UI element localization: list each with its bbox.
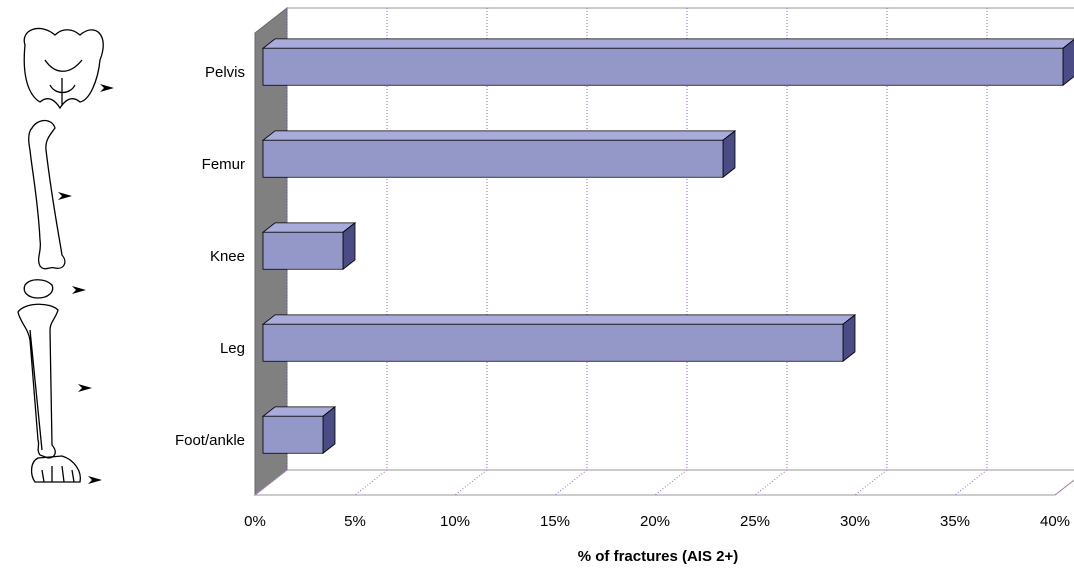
floor-grid-line <box>754 469 788 496</box>
y-tick-label: Foot/ankle <box>175 432 245 449</box>
floor-grid-line <box>1054 479 1074 496</box>
floor <box>253 469 1074 496</box>
bar-front <box>262 415 324 454</box>
x-tick-label: 10% <box>440 513 470 530</box>
bar-front <box>262 139 724 178</box>
floor-grid-line <box>354 469 388 496</box>
bar-top <box>261 130 737 141</box>
bone-illustrations <box>17 27 114 484</box>
floor-grid-line <box>654 469 688 496</box>
y-tick-label: Knee <box>210 248 245 265</box>
x-tick-label: 5% <box>344 513 366 530</box>
y-tick-label: Femur <box>202 156 245 173</box>
floor-grid-line <box>854 469 888 496</box>
x-tick-label: 40% <box>1040 513 1070 530</box>
x-tick-label: 0% <box>244 513 266 530</box>
floor-grid-line <box>454 469 488 496</box>
bar-front <box>262 231 344 270</box>
x-tick-label: 25% <box>740 513 770 530</box>
floor-grid-line <box>254 469 288 496</box>
floor-grid-line <box>954 469 988 496</box>
bar-top <box>261 314 857 325</box>
bar <box>261 314 857 363</box>
x-tick-label: 30% <box>840 513 870 530</box>
bar-front <box>262 47 1064 86</box>
bar <box>261 222 357 271</box>
bar <box>261 38 1074 87</box>
bar-front <box>262 323 844 362</box>
bar <box>261 406 337 455</box>
x-axis-title: % of fractures (AIS 2+) <box>578 548 738 565</box>
x-tick-label: 15% <box>540 513 570 530</box>
bar-top <box>261 222 357 233</box>
floor-grid-line <box>554 469 588 496</box>
bar <box>261 130 737 179</box>
x-tick-label: 35% <box>940 513 970 530</box>
bar-top <box>261 38 1074 49</box>
x-tick-label: 20% <box>640 513 670 530</box>
y-tick-label: Leg <box>220 340 245 357</box>
y-tick-label: Pelvis <box>205 64 245 81</box>
